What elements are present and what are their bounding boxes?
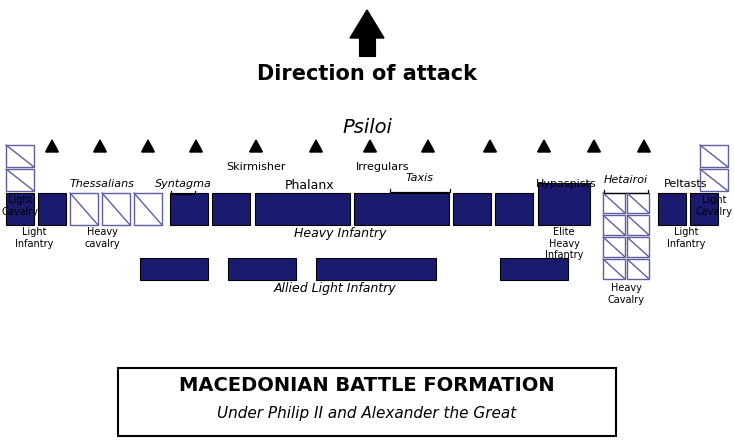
- Text: Psiloi: Psiloi: [342, 118, 392, 137]
- Bar: [255, 193, 350, 225]
- Bar: [627, 237, 649, 257]
- Text: MACEDONIAN BATTLE FORMATION: MACEDONIAN BATTLE FORMATION: [179, 376, 555, 395]
- Bar: [453, 193, 491, 225]
- Text: Hetairoi: Hetairoi: [604, 175, 648, 185]
- Text: Heavy Infantry: Heavy Infantry: [294, 227, 386, 240]
- Bar: [6, 169, 34, 191]
- Bar: [658, 193, 686, 225]
- Text: Direction of attack: Direction of attack: [257, 64, 477, 84]
- Polygon shape: [250, 140, 262, 152]
- Text: Phalanx: Phalanx: [286, 179, 335, 192]
- Bar: [102, 193, 130, 225]
- Bar: [118, 368, 616, 436]
- Text: Elite
Heavy
Infantry: Elite Heavy Infantry: [545, 227, 584, 260]
- Bar: [627, 259, 649, 279]
- Bar: [700, 145, 728, 167]
- Bar: [134, 193, 162, 225]
- Text: Syntagma: Syntagma: [155, 179, 211, 189]
- Polygon shape: [142, 140, 154, 152]
- Text: Peltasts: Peltasts: [664, 179, 708, 189]
- Text: Taxis: Taxis: [406, 173, 434, 183]
- Text: Thessalians: Thessalians: [70, 179, 134, 189]
- Polygon shape: [363, 140, 377, 152]
- Bar: [495, 193, 533, 225]
- Bar: [690, 193, 718, 225]
- Polygon shape: [310, 140, 322, 152]
- Text: Hypaspists: Hypaspists: [536, 179, 597, 189]
- Bar: [603, 259, 625, 279]
- Text: Skirmisher: Skirmisher: [226, 162, 286, 172]
- Bar: [603, 237, 625, 257]
- Bar: [603, 193, 625, 213]
- Bar: [316, 258, 436, 280]
- Polygon shape: [537, 140, 550, 152]
- Bar: [603, 215, 625, 235]
- Polygon shape: [638, 140, 650, 152]
- Bar: [627, 215, 649, 235]
- Bar: [500, 258, 568, 280]
- Polygon shape: [46, 140, 59, 152]
- Bar: [354, 193, 449, 225]
- Polygon shape: [588, 140, 600, 152]
- Text: Heavy
cavalry: Heavy cavalry: [84, 227, 120, 248]
- Polygon shape: [421, 140, 435, 152]
- Text: Under Philip II and Alexander the Great: Under Philip II and Alexander the Great: [217, 406, 517, 421]
- Text: Irregulars: Irregulars: [356, 162, 410, 172]
- Bar: [140, 258, 208, 280]
- Polygon shape: [350, 10, 384, 38]
- Text: Light
Cavalry: Light Cavalry: [1, 195, 38, 217]
- Polygon shape: [94, 140, 106, 152]
- Bar: [700, 169, 728, 191]
- Text: Light
Infantry: Light Infantry: [15, 227, 53, 248]
- Bar: [212, 193, 250, 225]
- Bar: [627, 193, 649, 213]
- Bar: [38, 193, 66, 225]
- Bar: [70, 193, 98, 225]
- Polygon shape: [189, 140, 203, 152]
- Bar: [538, 183, 590, 225]
- Bar: [228, 258, 296, 280]
- Bar: [6, 145, 34, 167]
- Text: Heavy
Cavalry: Heavy Cavalry: [608, 283, 644, 305]
- Text: Light
Infantry: Light Infantry: [666, 227, 705, 248]
- Text: Allied Light Infantry: Allied Light Infantry: [274, 282, 396, 295]
- Bar: [6, 193, 34, 225]
- Polygon shape: [484, 140, 496, 152]
- Text: Light
Cavalry: Light Cavalry: [696, 195, 733, 217]
- Bar: [170, 193, 208, 225]
- Bar: [359, 38, 375, 56]
